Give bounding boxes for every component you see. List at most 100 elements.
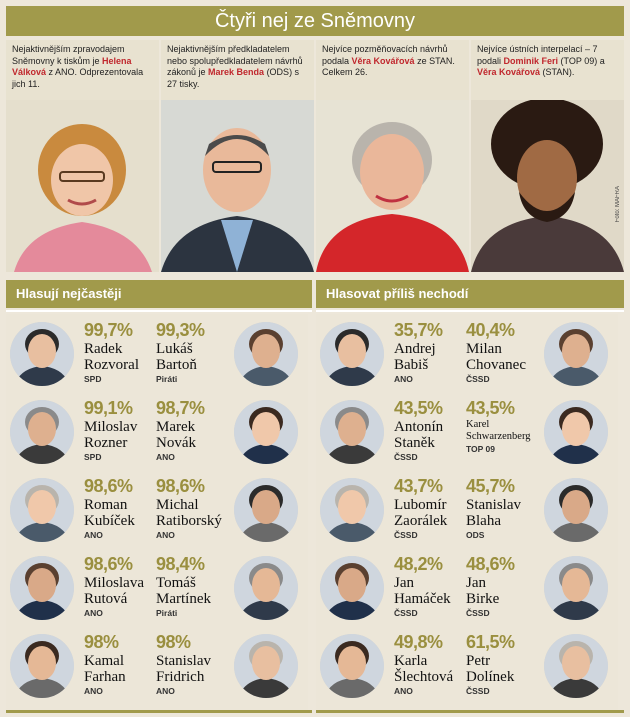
divider [6,710,312,713]
attendance-percent: 40,4% [466,320,515,340]
attendance-percent: 48,2% [394,554,443,574]
first-name: Michal [156,497,199,513]
avatar [10,400,74,464]
portrait-photo [234,478,298,542]
avatar [544,634,608,698]
attendance-percent: 43,7% [394,476,443,496]
voter-entry: 45,7% Stanislav Blaha ODS [466,476,552,540]
party-name: Piráti [156,608,178,618]
voter-entry: 43,5% Antonín Staněk ČSSD [394,398,480,462]
last-name: Farhan [84,669,126,685]
party-name: TOP 09 [466,444,495,454]
voter-row: 98% Kamal Farhan ANO 98% Stanislav Fridrich ANO [6,630,308,706]
attendance-percent: 43,5% [466,398,515,418]
party-name: ČSSD [466,686,490,696]
voter-entry: 43,7% Lubomír Zaorálek ČSSD [394,476,480,540]
party-name: SPD [84,452,102,462]
voter-entry: 98,6% Miloslava Rutová ANO [84,554,170,618]
first-name: Petr [466,653,491,669]
portrait-photo [234,322,298,386]
first-name: Miloslav [84,419,138,435]
attendance-percent: 49,8% [394,632,443,652]
highlight-card: Nejvíce pozměňovacích návrhů podala Věra… [316,40,469,272]
portrait-photo [544,634,608,698]
most-voting-list: 99,7% Radek Rozvoral SPD 99,3% Lukáš Bartoň Pir… [6,314,308,712]
voter-entry: 61,5% Petr Dolínek ČSSD [466,632,552,696]
portrait-photo [316,100,469,272]
attendance-percent: 99,1% [84,398,133,418]
party-name: ČSSD [466,374,490,384]
avatar [544,322,608,386]
voter-row: 98,6% Roman Kubíček ANO 98,6% Michal Ratiborsk… [6,474,308,550]
party-name: ANO [84,608,103,618]
last-name: Rozner [84,435,128,451]
first-name: Milan [466,341,502,357]
last-name: Birke [466,591,500,607]
portrait-photo [10,634,74,698]
party-name: ANO [156,686,175,696]
page-title: Čtyři nej ze Sněmovny [6,6,624,36]
voter-entry: 98,6% Michal Ratiborský ANO [156,476,242,540]
portrait-photo [320,478,384,542]
first-name: Roman [84,497,128,513]
highlight-card: Nejaktivnějším zpravodajem Sněmovny k ti… [6,40,159,272]
avatar [234,400,298,464]
attendance-percent: 98% [156,632,191,652]
last-name: Staněk [394,435,435,451]
last-name: Rutová [84,591,128,607]
party-name: ANO [84,530,103,540]
attendance-percent: 98,7% [156,398,205,418]
first-name: Stanislav [156,653,211,669]
voter-row: 98,6% Miloslava Rutová ANO 98,4% Tomáš Martíne… [6,552,308,628]
portrait-photo [320,556,384,620]
party-name: ANO [156,530,175,540]
last-name: Bartoň [156,357,197,373]
last-name: Šlechtová [394,669,454,685]
last-name: Novák [156,435,196,451]
voter-row: 48,2% Jan Hamáček ČSSD 48,6% Jan Birke ČSSD [316,552,618,628]
party-name: ANO [156,452,175,462]
attendance-percent: 61,5% [466,632,515,652]
last-name: Fridrich [156,669,205,685]
first-name: Lukáš [156,341,193,357]
highlight-card: Nejaktivnějším předkladatelem nebo spolu… [161,40,314,272]
attendance-percent: 48,6% [466,554,515,574]
voter-row: 43,7% Lubomír Zaorálek ČSSD 45,7% Stanislav Bl… [316,474,618,550]
voter-entry: 98,4% Tomáš Martínek Piráti [156,554,242,618]
first-name: Tomáš [156,575,196,591]
first-name: Miloslava [84,575,144,591]
portrait-photo [10,478,74,542]
voter-row: 99,7% Radek Rozvoral SPD 99,3% Lukáš Bartoň Pir… [6,318,308,394]
last-name: Dolínek [466,669,515,685]
avatar [320,634,384,698]
avatar [234,322,298,386]
divider [316,710,624,713]
first-name: Jan [394,575,414,591]
last-name: Ratiborský [156,513,222,529]
last-name: Zaorálek [394,513,448,529]
avatar [10,322,74,386]
first-name: Jan [466,575,486,591]
attendance-percent: 98,6% [84,476,133,496]
highlight-text: Nejvíce pozměňovacích návrhů podala Věra… [322,44,455,77]
voter-entry: 98,6% Roman Kubíček ANO [84,476,170,540]
avatar [320,322,384,386]
avatar [544,400,608,464]
attendance-percent: 99,3% [156,320,205,340]
party-name: ANO [84,686,103,696]
voter-entry: 48,6% Jan Birke ČSSD [466,554,552,618]
party-name: ODS [466,530,485,540]
attendance-percent: 98,6% [84,554,133,574]
portrait-photo [544,478,608,542]
top-highlights: Nejaktivnějším zpravodajem Sněmovny k ti… [6,40,624,272]
portrait-photo [10,400,74,464]
highlight-text: Nejaktivnějším zpravodajem Sněmovny k ti… [12,44,144,89]
attendance-percent: 43,5% [394,398,443,418]
voter-entry: 49,8% Karla Šlechtová ANO [394,632,480,696]
last-name: Babiš [394,357,429,373]
first-name: Marek [156,419,196,435]
portrait-photo [471,100,624,272]
party-name: ČSSD [394,608,418,618]
last-name: Rozvoral [84,357,139,373]
voter-entry: 98% Stanislav Fridrich ANO [156,632,242,696]
